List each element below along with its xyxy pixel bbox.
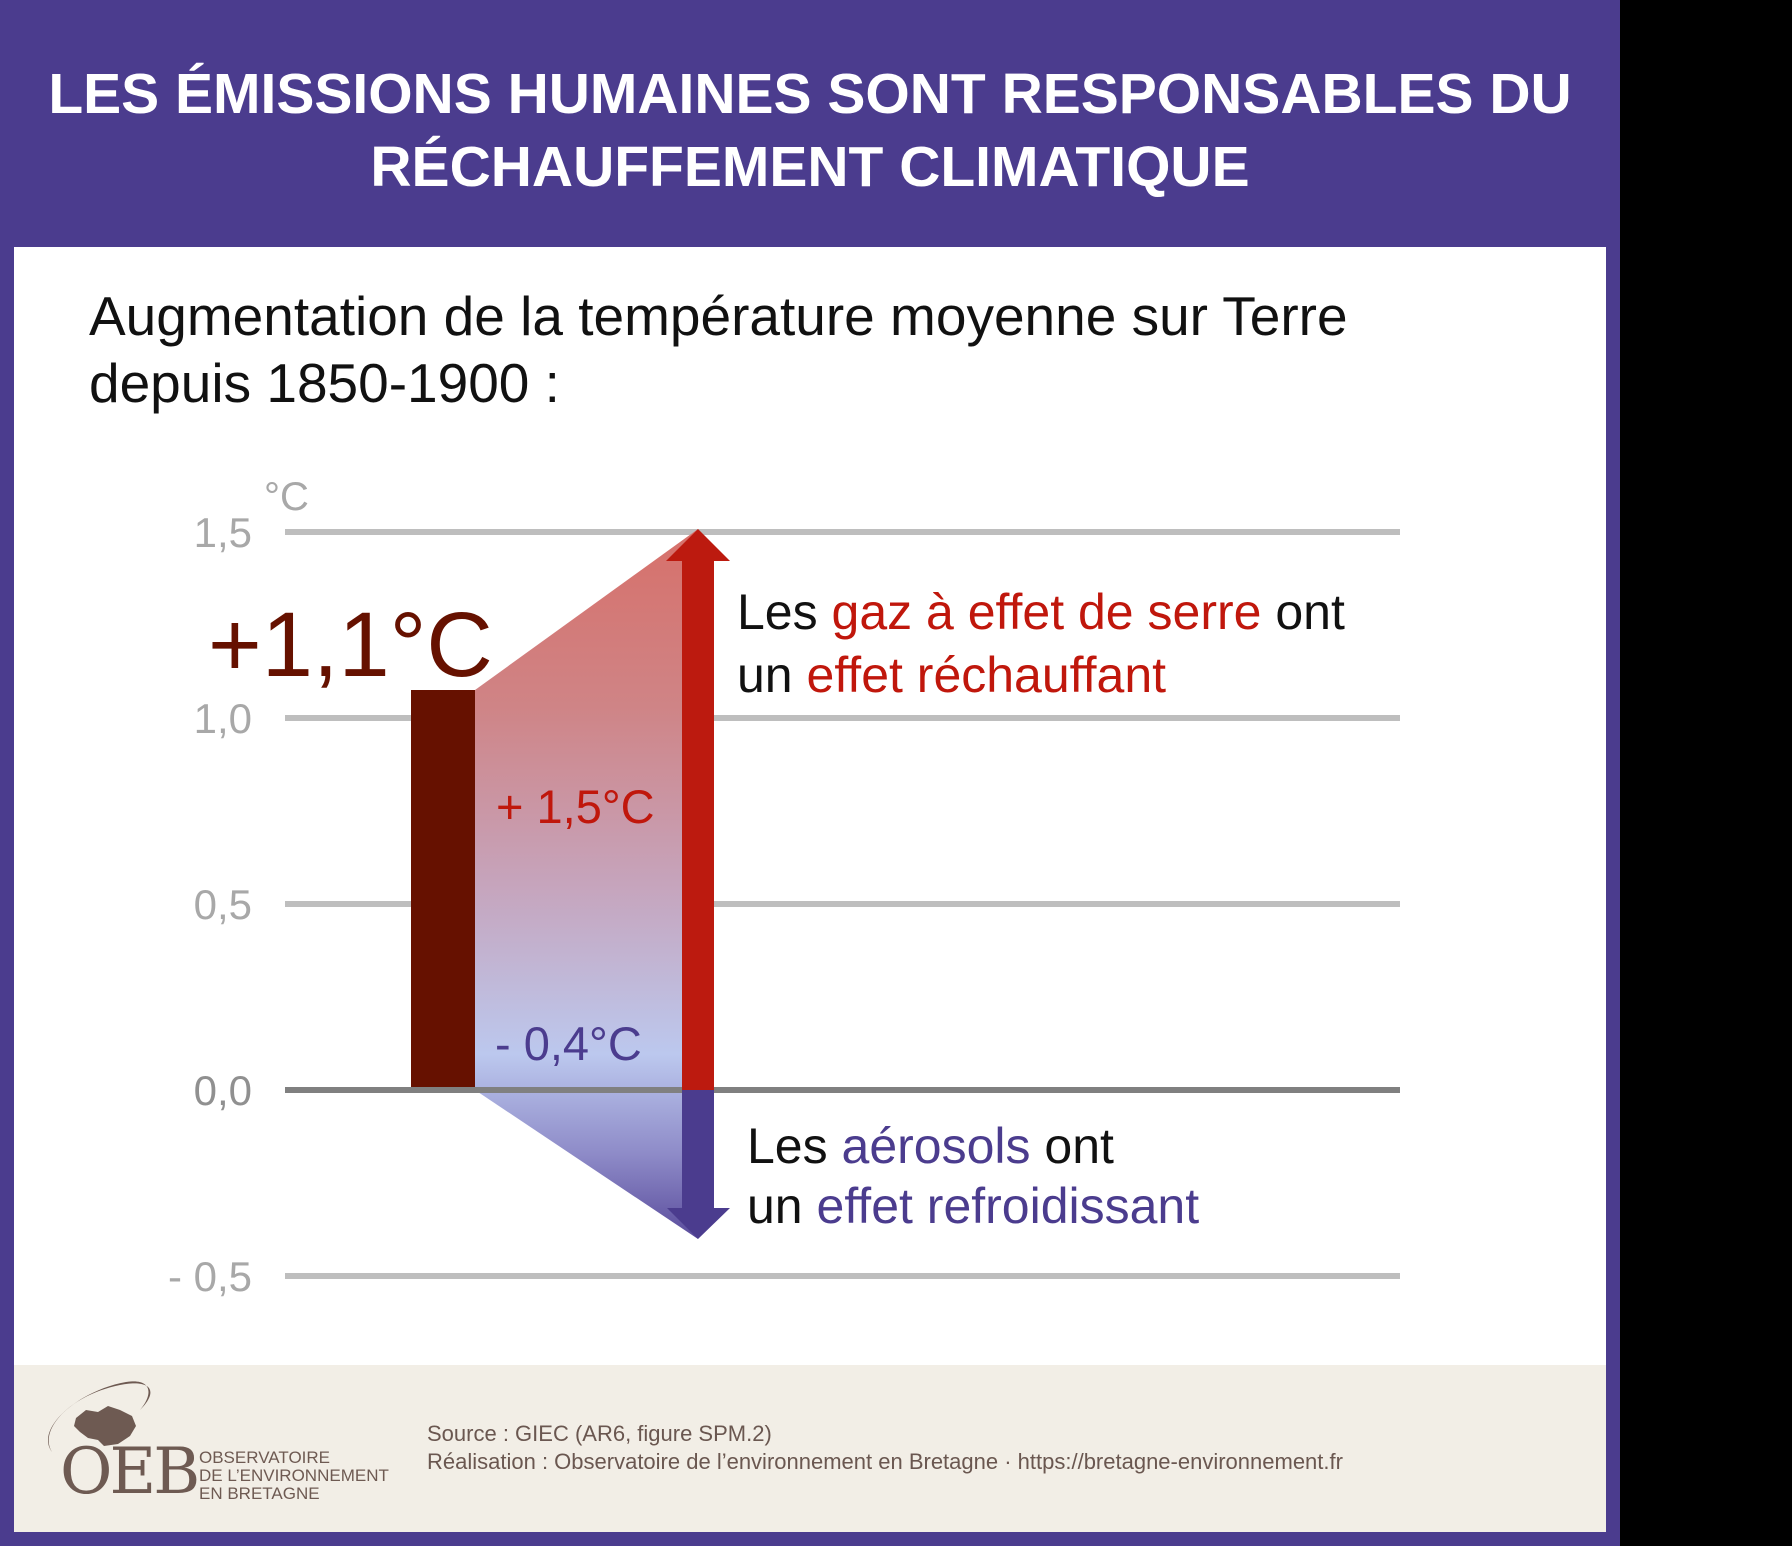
subtitle-line-1: Augmentation de la température moyenne s… <box>89 285 1348 347</box>
observed-warming-bar <box>411 690 475 1090</box>
annotation-text: Les <box>747 1118 842 1174</box>
page-title: LES ÉMISSIONS HUMAINES SONT RESPONSABLES… <box>0 58 1620 204</box>
observed-value-label: +1,1°C <box>208 594 493 696</box>
cooling-effect-highlight: effet refroidissant <box>816 1178 1200 1234</box>
source-credits: Source : GIEC (AR6, figure SPM.2) Réalis… <box>427 1420 1343 1476</box>
tick-label: 0,5 <box>194 881 252 928</box>
logo-line-3: EN BRETAGNE <box>199 1484 320 1503</box>
logo-line-1: OBSERVATOIRE <box>199 1448 331 1467</box>
content-panel <box>14 247 1606 1365</box>
annotation-text: un <box>737 647 807 703</box>
warming-arrow-icon <box>666 529 730 1090</box>
subtitle-line-2: depuis 1850-1900 : <box>89 352 560 414</box>
source-line: Source : GIEC (AR6, figure SPM.2) <box>427 1421 772 1446</box>
aerosol-annotation: Les aérosols ont un effet refroidissant <box>747 1116 1199 1236</box>
gridline-1-0 <box>285 715 1400 721</box>
contribution-gradient <box>475 529 698 1239</box>
y-axis-ticks: 1,5 1,0 0,5 0,0 - 0,5 <box>168 509 252 1300</box>
cooling-arrow-icon <box>667 1090 730 1239</box>
gridline-0-5 <box>285 901 1400 907</box>
ghg-value-label: + 1,5°C <box>496 780 655 833</box>
credit-line: Réalisation : Observatoire de l’environn… <box>427 1449 1343 1474</box>
tick-label: 0,0 <box>194 1067 252 1114</box>
warming-effect-highlight: effet réchauffant <box>806 647 1167 703</box>
logo-line-2: DE L’ENVIRONNEMENT <box>199 1466 389 1485</box>
footer <box>14 1365 1606 1532</box>
annotation-text: Les <box>737 584 832 640</box>
annotation-text: ont <box>1261 584 1345 640</box>
annotation-text: ont <box>1030 1118 1114 1174</box>
title-line-1: LES ÉMISSIONS HUMAINES SONT RESPONSABLES… <box>48 62 1572 126</box>
aerosol-highlight: aérosols <box>841 1118 1031 1174</box>
y-axis-unit: °C <box>264 475 309 519</box>
annotation-text: un <box>747 1178 817 1234</box>
logo-letters: OEB <box>60 1435 200 1509</box>
gridline-1-5 <box>285 529 1400 535</box>
tick-label: 1,5 <box>194 509 252 556</box>
logo-text: OBSERVATOIRE DE L’ENVIRONNEMENT EN BRETA… <box>199 1449 389 1503</box>
gridline-minus-0-5 <box>285 1273 1400 1279</box>
aerosol-value-label: - 0,4°C <box>495 1017 642 1070</box>
ghg-highlight: gaz à effet de serre <box>831 584 1262 640</box>
title-line-2: RÉCHAUFFEMENT CLIMATIQUE <box>370 135 1250 199</box>
tick-label: 1,0 <box>194 695 252 742</box>
ghg-annotation: Les gaz à effet de serre ont un effet ré… <box>737 582 1345 705</box>
tick-label: - 0,5 <box>168 1253 252 1300</box>
zero-line <box>285 1087 1400 1093</box>
gridlines <box>285 529 1400 1279</box>
chart-subtitle: Augmentation de la température moyenne s… <box>89 283 1348 417</box>
